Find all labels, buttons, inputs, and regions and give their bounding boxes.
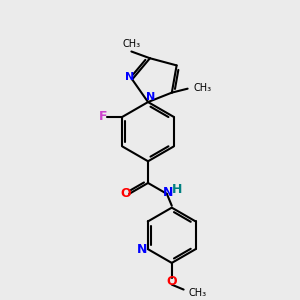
Text: CH₃: CH₃ (194, 83, 212, 93)
Text: CH₃: CH₃ (122, 38, 140, 49)
Text: N: N (163, 186, 173, 199)
Text: H: H (172, 183, 182, 196)
Text: F: F (98, 110, 107, 123)
Text: N: N (146, 92, 156, 102)
Text: CH₃: CH₃ (188, 287, 207, 298)
Text: O: O (167, 275, 177, 288)
Text: N: N (124, 72, 134, 82)
Text: O: O (120, 187, 130, 200)
Text: N: N (137, 243, 147, 256)
